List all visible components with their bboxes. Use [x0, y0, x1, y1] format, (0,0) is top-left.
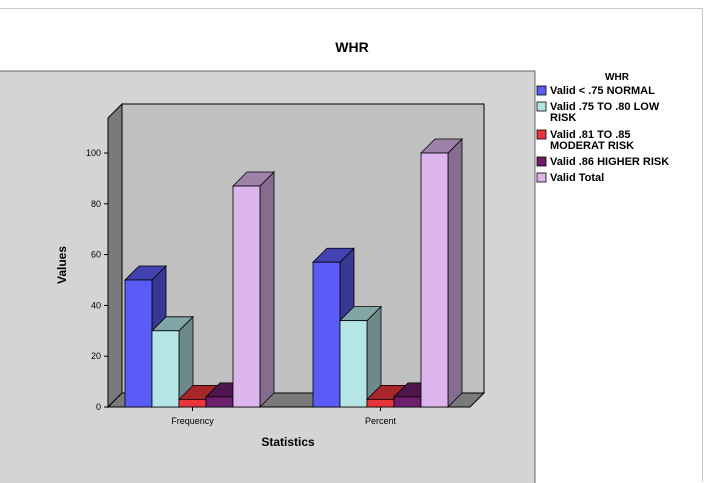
x-tick-label: Frequency	[171, 416, 214, 426]
y-axis-label: Values	[55, 246, 69, 284]
legend-title: WHR	[605, 72, 630, 83]
bar-front	[393, 396, 422, 408]
bar-front	[205, 396, 234, 408]
bar-front	[312, 261, 341, 408]
legend-entry: Valid .86 HIGHER RISK	[550, 156, 669, 168]
legend-swatch	[536, 172, 547, 183]
legend: WHR Valid < .75 NORMAL Valid .75 TO .80 LO…	[536, 72, 669, 184]
legend-entry: Valid Total	[550, 172, 604, 184]
bar-front	[366, 398, 395, 408]
bar-front	[232, 185, 261, 408]
legend-swatch	[536, 156, 547, 167]
bar-front	[178, 398, 207, 408]
legend-entry: Valid .75 TO .80 LOW RISK	[550, 101, 660, 124]
bar-side	[447, 138, 463, 408]
y-tick-label: 80	[91, 199, 101, 209]
y-tick-label: 0	[96, 402, 101, 412]
legend-entry: Valid .81 TO .85 MODERAT RISK	[550, 129, 634, 152]
y-tick-label: 60	[91, 250, 101, 260]
bar-side	[259, 171, 275, 408]
chart-frame	[0, 8, 703, 482]
chart-title: WHR	[335, 39, 368, 55]
y-tick-label: 20	[91, 351, 101, 361]
side-wall	[107, 102, 123, 409]
legend-entry: Valid < .75 NORMAL	[550, 85, 655, 97]
bar-front	[339, 320, 368, 408]
bar-front	[420, 152, 449, 408]
legend-swatch	[536, 85, 547, 96]
x-tick-label: Percent	[365, 416, 397, 426]
bar	[312, 247, 355, 408]
bar	[232, 171, 275, 408]
y-tick-label: 40	[91, 300, 101, 310]
legend-swatch	[536, 129, 547, 140]
x-axis-label: Statistics	[261, 435, 315, 449]
bar	[420, 138, 463, 408]
legend-swatch	[536, 101, 547, 112]
plot-area: 0 20 40 60 80 100 Frequency Percent Statistics Va…	[55, 102, 486, 449]
bar-front	[151, 330, 180, 408]
bar-front	[124, 279, 153, 408]
bar	[339, 305, 382, 408]
y-tick-label: 100	[86, 148, 101, 158]
